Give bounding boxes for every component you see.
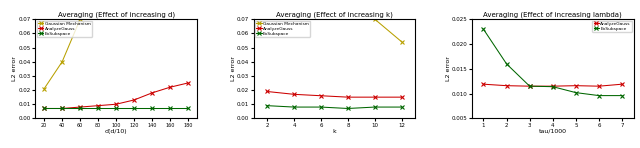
ExSubspace bbox=[502, 63, 510, 65]
Title: Averaging (Effect of increasing lambda): Averaging (Effect of increasing lambda) bbox=[483, 11, 622, 18]
Line: Gaussian Mechanism: Gaussian Mechanism bbox=[42, 17, 82, 90]
Legend: Gaussian Mechanism, AnalyzeGauss, ExSubspace: Gaussian Mechanism, AnalyzeGauss, ExSubs… bbox=[255, 21, 310, 37]
AnalyzeGauss bbox=[371, 96, 379, 98]
ExSubspace bbox=[572, 92, 580, 94]
Gaussian Mechanism bbox=[58, 61, 66, 63]
ExSubspace bbox=[290, 106, 298, 108]
ExSubspace bbox=[166, 108, 174, 109]
AnalyzeGauss bbox=[549, 85, 557, 87]
ExSubspace bbox=[549, 86, 557, 88]
ExSubspace bbox=[344, 108, 352, 109]
AnalyzeGauss bbox=[263, 91, 271, 92]
AnalyzeGauss bbox=[166, 86, 174, 88]
Legend: AnalyzeGauss, ExSubspace: AnalyzeGauss, ExSubspace bbox=[593, 21, 632, 32]
Gaussian Mechanism bbox=[398, 41, 406, 43]
Y-axis label: L2 error: L2 error bbox=[231, 56, 236, 81]
X-axis label: tau/1000: tau/1000 bbox=[539, 129, 567, 134]
ExSubspace bbox=[595, 95, 603, 96]
X-axis label: k: k bbox=[333, 129, 336, 134]
AnalyzeGauss bbox=[290, 93, 298, 95]
Gaussian Mechanism bbox=[40, 88, 48, 90]
AnalyzeGauss bbox=[130, 99, 138, 101]
Line: ExSubspace: ExSubspace bbox=[482, 27, 624, 97]
ExSubspace bbox=[263, 105, 271, 107]
AnalyzeGauss bbox=[502, 85, 510, 87]
AnalyzeGauss bbox=[526, 85, 534, 87]
X-axis label: d(d/10): d(d/10) bbox=[105, 129, 127, 134]
ExSubspace bbox=[526, 85, 534, 87]
Line: AnalyzeGauss: AnalyzeGauss bbox=[42, 81, 189, 110]
ExSubspace bbox=[58, 108, 66, 109]
AnalyzeGauss bbox=[112, 103, 120, 105]
AnalyzeGauss bbox=[58, 108, 66, 109]
AnalyzeGauss bbox=[398, 96, 406, 98]
AnalyzeGauss bbox=[184, 82, 192, 84]
Gaussian Mechanism bbox=[76, 18, 84, 20]
Y-axis label: L2 error: L2 error bbox=[12, 56, 17, 81]
Line: AnalyzeGauss: AnalyzeGauss bbox=[482, 82, 624, 88]
ExSubspace bbox=[371, 106, 379, 108]
Line: ExSubspace: ExSubspace bbox=[42, 107, 189, 110]
ExSubspace bbox=[148, 108, 156, 109]
AnalyzeGauss bbox=[40, 108, 48, 109]
ExSubspace bbox=[479, 28, 487, 30]
Legend: Gaussian Mechanism, AnalyzeGauss, ExSubspace: Gaussian Mechanism, AnalyzeGauss, ExSubs… bbox=[36, 21, 92, 37]
AnalyzeGauss bbox=[148, 92, 156, 94]
ExSubspace bbox=[130, 108, 138, 109]
Title: Averaging (Effect of increasing d): Averaging (Effect of increasing d) bbox=[58, 11, 175, 18]
AnalyzeGauss bbox=[317, 95, 324, 97]
ExSubspace bbox=[618, 95, 626, 96]
AnalyzeGauss bbox=[94, 105, 102, 107]
AnalyzeGauss bbox=[344, 96, 352, 98]
Gaussian Mechanism bbox=[371, 18, 379, 20]
Line: AnalyzeGauss: AnalyzeGauss bbox=[265, 90, 404, 99]
ExSubspace bbox=[317, 106, 324, 108]
AnalyzeGauss bbox=[76, 106, 84, 108]
AnalyzeGauss bbox=[572, 85, 580, 87]
ExSubspace bbox=[76, 108, 84, 109]
ExSubspace bbox=[40, 108, 48, 109]
Line: Gaussian Mechanism: Gaussian Mechanism bbox=[373, 17, 404, 44]
Title: Averaging (Effect of increasing k): Averaging (Effect of increasing k) bbox=[276, 11, 393, 18]
ExSubspace bbox=[94, 108, 102, 109]
ExSubspace bbox=[398, 106, 406, 108]
Y-axis label: L2 error: L2 error bbox=[445, 56, 451, 81]
ExSubspace bbox=[184, 108, 192, 109]
AnalyzeGauss bbox=[595, 85, 603, 87]
AnalyzeGauss bbox=[618, 83, 626, 85]
AnalyzeGauss bbox=[479, 83, 487, 85]
Line: ExSubspace: ExSubspace bbox=[265, 104, 404, 110]
ExSubspace bbox=[112, 108, 120, 109]
